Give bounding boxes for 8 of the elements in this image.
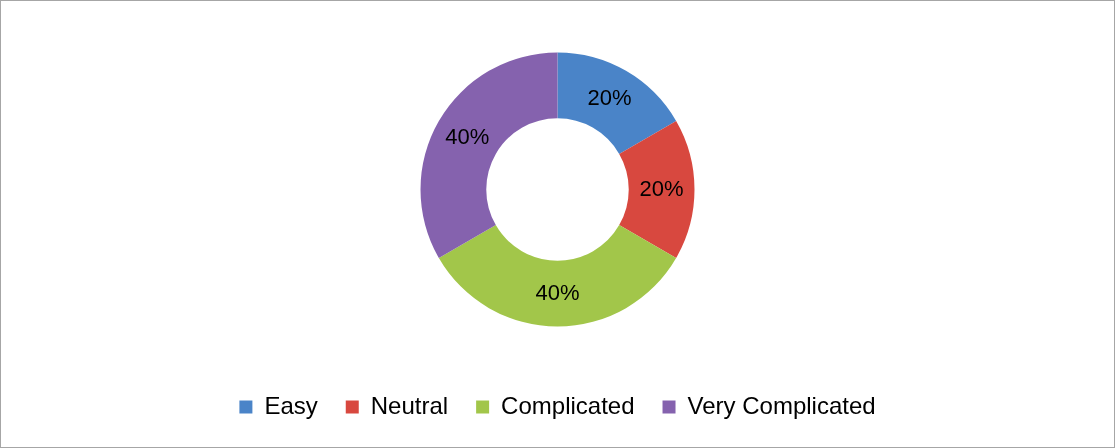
data-label: 20% xyxy=(639,175,684,201)
data-label: 40% xyxy=(535,279,580,305)
legend-label: Easy xyxy=(264,391,318,419)
legend-label: Neutral xyxy=(370,391,449,419)
data-label: 40% xyxy=(445,123,490,149)
data-label: 20% xyxy=(587,85,632,111)
legend-label: Complicated xyxy=(501,391,635,419)
legend-label: Very Complicated xyxy=(687,391,876,419)
